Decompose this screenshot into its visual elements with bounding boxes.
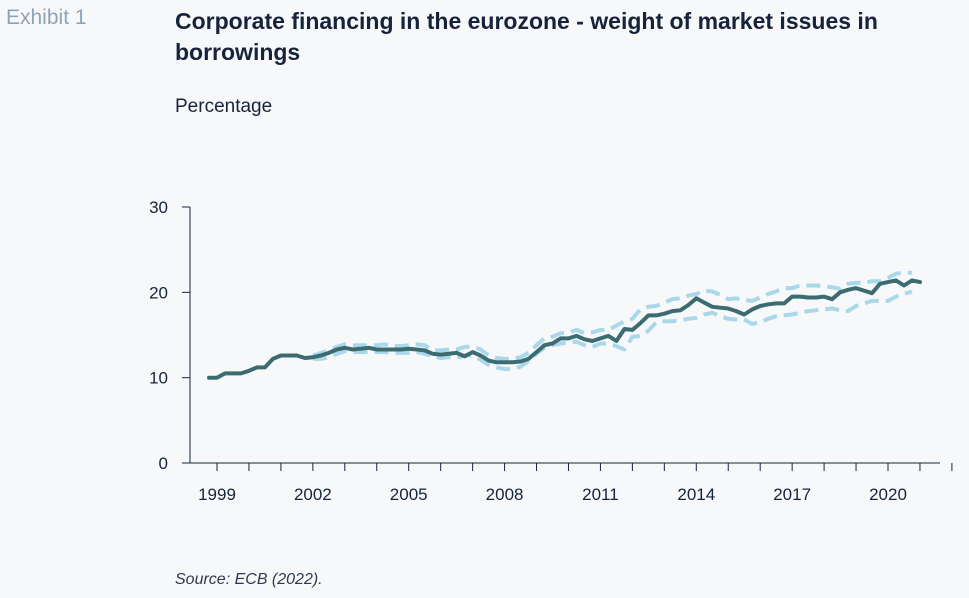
x-tick-label: 2005	[390, 485, 428, 504]
series-layer	[207, 270, 922, 380]
source-note: Source: ECB (2022).	[175, 571, 323, 588]
exhibit-label: Exhibit 1	[6, 6, 87, 29]
x-tick-label: 2008	[486, 485, 524, 504]
y-tick-label: 10	[149, 369, 168, 388]
series-line-dashed-2	[312, 289, 913, 372]
x-tick-label: 2020	[869, 485, 907, 504]
series-line-main	[207, 278, 922, 380]
chart-title: Corporate financing in the eurozone - we…	[175, 8, 878, 65]
y-tick-label: 30	[149, 198, 168, 217]
y-tick-label: 20	[149, 283, 168, 302]
x-tick-label: 2014	[677, 485, 715, 504]
x-tick-label: 1999	[198, 485, 236, 504]
chart-subtitle: Percentage	[175, 96, 273, 117]
axis-layer: 0 10 20 30 1999 2002 2005 2008 2011 2014 2017 2020	[149, 198, 953, 504]
x-tick-label: 2011	[582, 485, 619, 504]
y-tick-label: 0	[159, 454, 168, 473]
series-line-dashed-1	[312, 270, 912, 361]
x-tick-label: 2002	[294, 485, 332, 504]
x-tick-label: 2017	[773, 485, 811, 504]
